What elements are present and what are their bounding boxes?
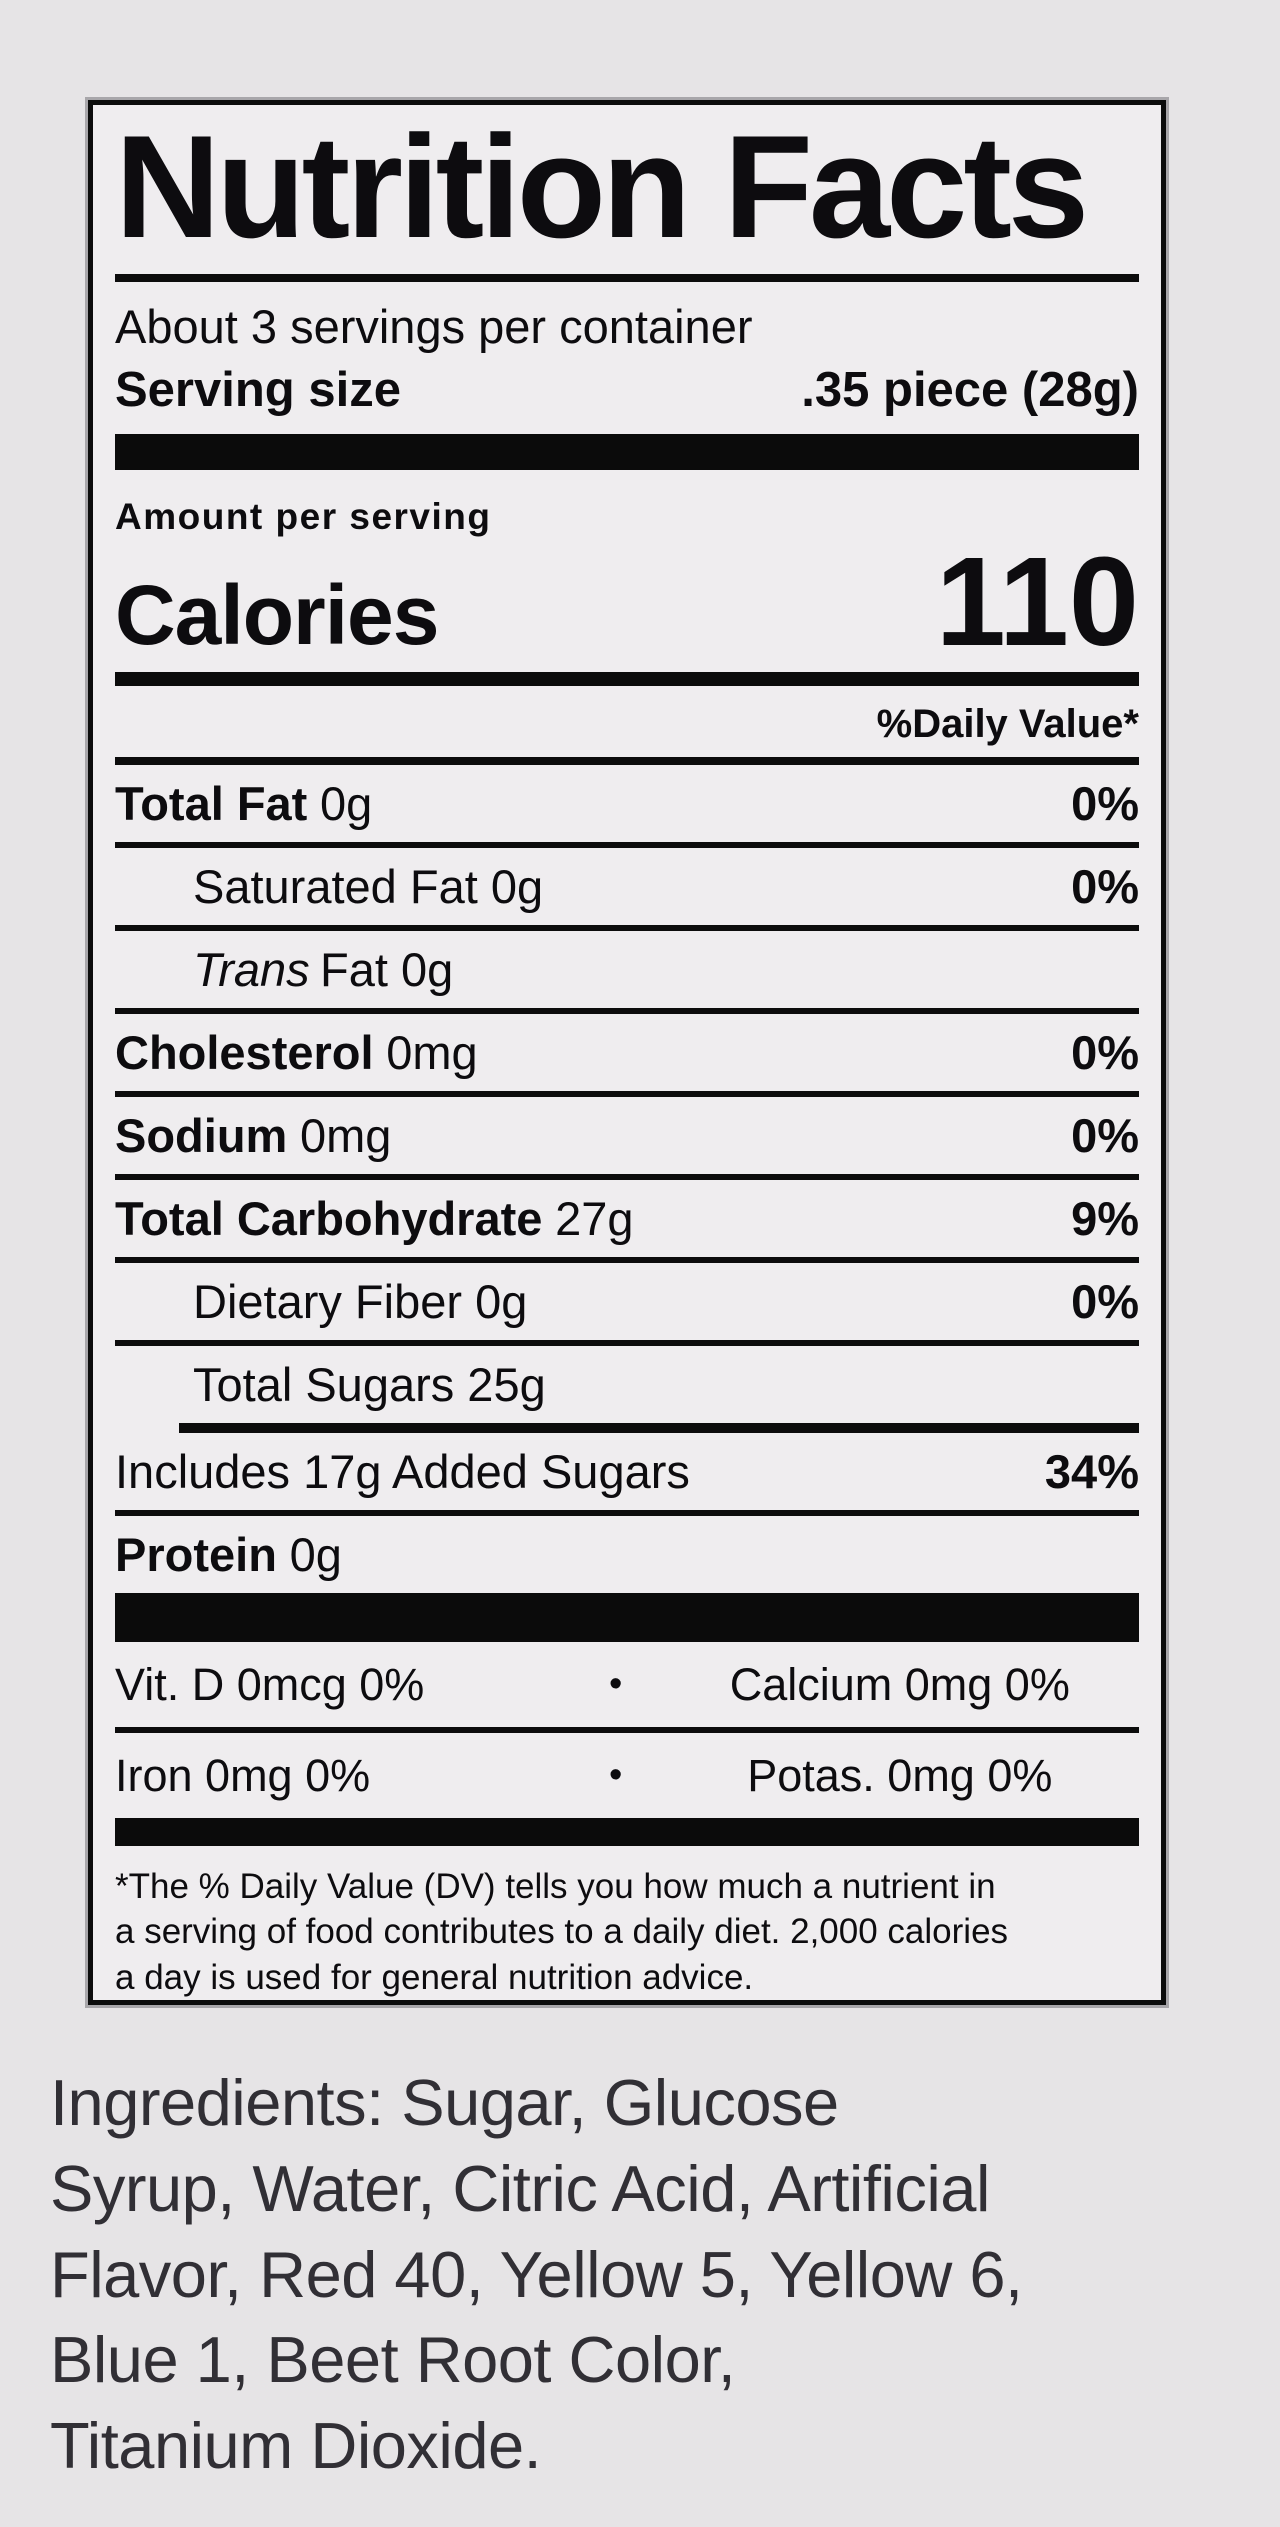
nutrient-dv: 0% — [1071, 859, 1139, 913]
nutrient-amount: Dietary Fiber 0g — [193, 1275, 528, 1329]
row-divider — [115, 1340, 1139, 1347]
micronutrient-row-iron-potassium: Iron 0mg 0% • Potas. 0mg 0% — [115, 1733, 1139, 1818]
nutrient-name: Sodium — [115, 1108, 288, 1162]
daily-value-footnote: *The % Daily Value (DV) tells you how mu… — [115, 1864, 1139, 2001]
nutrient-amount: 0g — [320, 776, 373, 830]
calories-value: 110 — [935, 531, 1139, 673]
row-divider — [115, 1510, 1139, 1517]
thick-divider-top — [115, 434, 1139, 471]
nutrient-row-total-sugars: Total Sugars 25g — [115, 1346, 1139, 1423]
serving-size-label: Serving size — [115, 362, 401, 417]
calories-divider — [115, 671, 1139, 686]
row-divider — [115, 1174, 1139, 1180]
row-divider — [115, 1007, 1139, 1014]
daily-value-divider — [115, 756, 1139, 765]
micronutrient-right: Calcium 0mg 0% — [729, 1659, 1070, 1711]
row-divider — [115, 1090, 1139, 1097]
servings-per-container: About 3 servings per container — [115, 299, 753, 353]
thick-divider-protein — [115, 1593, 1139, 1643]
row-divider — [115, 924, 1139, 931]
ingredients-line: Syrup, Water, Citric Acid, Artificial — [50, 2151, 990, 2225]
micronutrient-left: Vit. D 0mcg 0% — [115, 1659, 425, 1711]
nutrient-dv: 0% — [1071, 1025, 1139, 1079]
nutrient-amount: 0mg — [300, 1108, 392, 1162]
nutrient-row-dietary-fiber: Dietary Fiber 0g 0% — [115, 1263, 1139, 1340]
ingredients-line: Blue 1, Beet Root Color, — [50, 2323, 736, 2397]
nutrient-name-italic: Trans — [193, 942, 310, 996]
nutrient-dv: 34% — [1044, 1445, 1139, 1499]
row-divider — [115, 1726, 1139, 1733]
bullet-separator: • — [608, 1663, 623, 1706]
nutrient-dv: 0% — [1071, 1275, 1139, 1329]
nutrient-amount: Fat 0g — [319, 942, 454, 996]
footnote-line: *The % Daily Value (DV) tells you how mu… — [115, 1866, 996, 1906]
nutrient-name: Protein — [115, 1528, 277, 1582]
nutrient-amount: 0g — [289, 1528, 342, 1582]
nutrition-facts-title: Nutrition Facts — [115, 105, 1089, 268]
nutrition-facts-label: Nutrition Facts About 3 servings per con… — [85, 97, 1169, 2008]
nutrient-amount: Saturated Fat 0g — [193, 859, 544, 913]
nutrient-row-added-sugars: Includes 17g Added Sugars 34% — [115, 1433, 1139, 1510]
footnote-line: a day is used for general nutrition advi… — [115, 1957, 754, 1997]
micronutrient-left: Iron 0mg 0% — [115, 1749, 371, 1801]
ingredients-text: Ingredients: Sugar, Glucose Syrup, Water… — [50, 2060, 1265, 2489]
nutrient-name: Total Fat — [115, 776, 308, 830]
nutrient-row-cholesterol: Cholesterol 0mg 0% — [115, 1014, 1139, 1091]
calories-label: Calories — [115, 568, 439, 663]
nutrient-name: Cholesterol — [115, 1025, 374, 1079]
nutrient-row-protein: Protein 0g — [115, 1516, 1139, 1593]
row-divider — [115, 841, 1139, 848]
nutrient-amount: 0mg — [386, 1025, 478, 1079]
nutrient-name: Total Carbohydrate — [115, 1192, 543, 1245]
nutrient-amount: Total Sugars 25g — [193, 1358, 546, 1412]
nutrient-row-total-carbohydrate: Total Carbohydrate 27g 9% — [115, 1180, 1139, 1257]
row-divider-indented — [179, 1423, 1139, 1434]
ingredients-line: Ingredients: Sugar, Glucose — [50, 2066, 839, 2139]
daily-value-header: %Daily Value* — [876, 701, 1139, 746]
nutrient-dv: 0% — [1071, 1108, 1139, 1162]
calories-row: Calories 110 — [115, 531, 1139, 673]
bullet-separator: • — [608, 1754, 623, 1797]
footnote-line: a serving of food contributes to a daily… — [115, 1912, 1009, 1952]
ingredients-line: Flavor, Red 40, Yellow 5, Yellow 6, — [50, 2237, 1023, 2311]
thick-divider-bottom — [115, 1817, 1139, 1846]
nutrient-dv: 0% — [1071, 776, 1139, 830]
title-divider — [115, 273, 1139, 282]
ingredients-line: Titanium Dioxide. — [50, 2409, 542, 2483]
micronutrient-right: Potas. 0mg 0% — [747, 1749, 1053, 1801]
nutrient-row-trans-fat: Trans Fat 0g — [115, 931, 1139, 1008]
amount-per-serving-label: Amount per serving — [115, 496, 492, 538]
row-divider — [115, 1257, 1139, 1264]
nutrient-amount: Includes 17g Added Sugars — [115, 1445, 690, 1499]
nutrient-row-total-fat: Total Fat 0g 0% — [115, 765, 1139, 842]
micronutrient-row-vitd-calcium: Vit. D 0mcg 0% • Calcium 0mg 0% — [115, 1642, 1139, 1727]
nutrient-row-saturated-fat: Saturated Fat 0g 0% — [115, 848, 1139, 925]
nutrient-row-sodium: Sodium 0mg 0% — [115, 1097, 1139, 1174]
nutrient-amount: 27g — [555, 1192, 634, 1245]
serving-size-value: .35 piece (28g) — [801, 362, 1139, 417]
nutrient-dv: 9% — [1071, 1192, 1139, 1245]
serving-size-row: Serving size .35 piece (28g) — [115, 362, 1139, 418]
